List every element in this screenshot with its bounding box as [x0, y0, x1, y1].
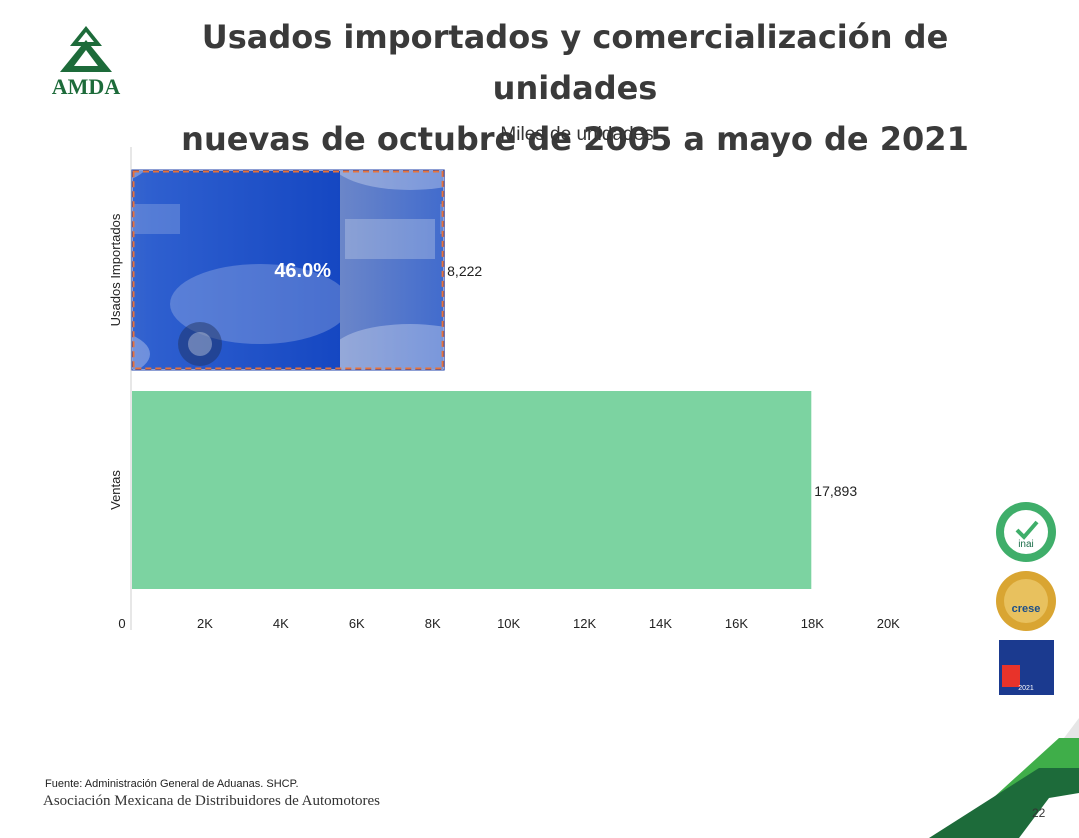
certification-badges: inai crese 2021: [993, 500, 1059, 705]
x-tick-label: 10K: [497, 616, 520, 631]
inai-label: inai: [1018, 539, 1034, 550]
bar-annotation: 46.0%: [274, 260, 331, 282]
gptw-year: 2021: [1018, 685, 1034, 692]
category-label: Usados Importados: [108, 213, 123, 326]
bar-usados-importados: [131, 169, 445, 371]
x-tick-label: 12K: [573, 616, 596, 631]
corner-decoration: [929, 718, 1079, 838]
title-line-2: nuevas de octubre de 2005 a mayo de 2021: [181, 120, 969, 158]
logo-text: AMDA: [52, 74, 121, 99]
x-tick-label: 14K: [649, 616, 672, 631]
x-tick-label: 2K: [197, 616, 213, 631]
value-label: 17,893: [814, 483, 857, 499]
organization-name: Asociación Mexicana de Distribuidores de…: [43, 793, 381, 809]
value-label: 8,222: [447, 263, 482, 279]
bar-outline: [131, 169, 445, 371]
inai-badge-icon: inai: [996, 502, 1056, 562]
x-tick-label: 20K: [877, 616, 900, 631]
bar-ventas: [132, 391, 812, 589]
great-place-to-work-badge-icon: 2021: [999, 640, 1054, 695]
chart-title: Miles de unidades: [500, 124, 653, 145]
x-tick-label: 18K: [801, 616, 824, 631]
crese-badge-icon: crese: [996, 571, 1056, 631]
amda-logo: AMDA: [40, 24, 132, 100]
crese-label: crese: [1012, 603, 1041, 615]
page-title: Usados importados y comercialización de …: [150, 12, 1000, 165]
x-tick-label: 0: [118, 616, 125, 631]
source-note: Fuente: Administración General de Aduana…: [45, 778, 299, 790]
page-number: 22: [1032, 806, 1046, 820]
x-tick-label: 16K: [725, 616, 748, 631]
category-label: Ventas: [108, 470, 123, 510]
x-tick-label: 8K: [425, 616, 441, 631]
x-tick-label: 4K: [273, 616, 289, 631]
x-tick-label: 6K: [349, 616, 365, 631]
title-line-1: Usados importados y comercialización de …: [201, 18, 949, 107]
